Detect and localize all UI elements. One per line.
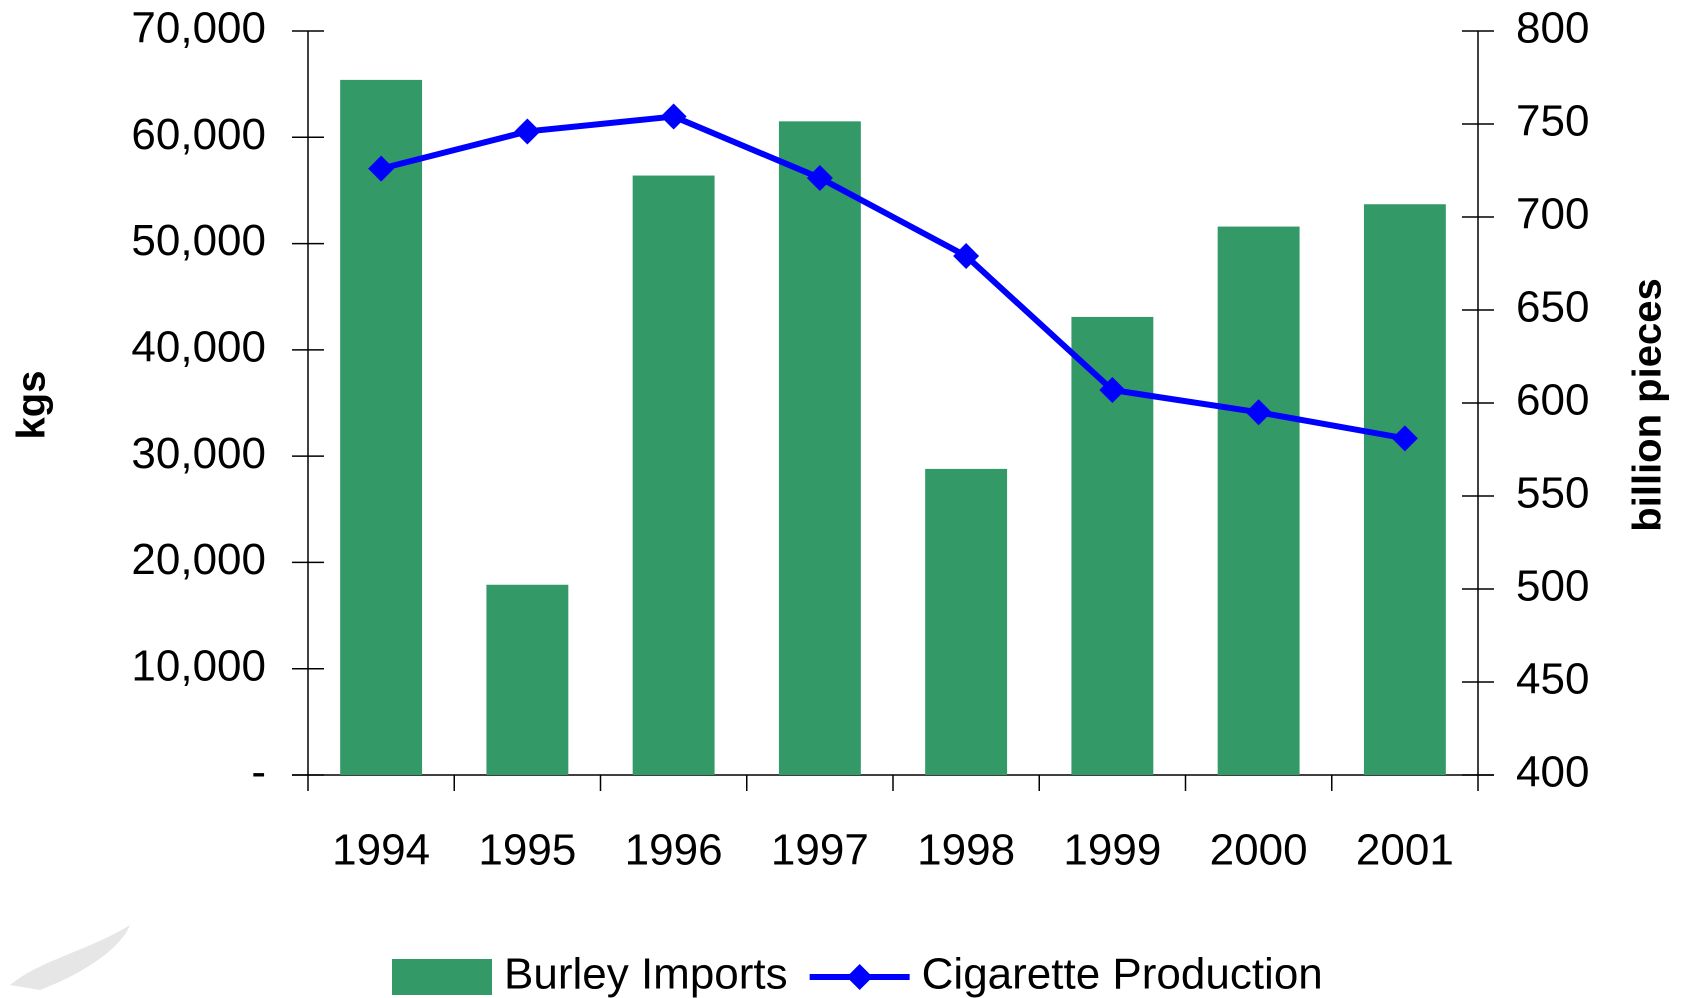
leaf-decoration	[10, 925, 130, 990]
marker	[660, 103, 687, 130]
bar	[340, 79, 423, 776]
x-tick-label: 2000	[1210, 826, 1308, 875]
x-tick-label: 1996	[625, 826, 723, 875]
y2-tick-label: 400	[1516, 748, 1589, 797]
legend-label: Burley Imports	[504, 950, 788, 998]
legend-swatch	[392, 959, 492, 995]
y2-tick-label: 600	[1516, 376, 1589, 425]
marker	[953, 243, 980, 270]
y2-tick-label: 650	[1516, 283, 1589, 332]
bar	[632, 175, 715, 775]
x-tick-label: 1997	[771, 826, 869, 875]
y2-tick-label: 450	[1516, 655, 1589, 704]
marker	[368, 155, 395, 182]
x-tick-label: 2001	[1356, 826, 1454, 875]
bar	[1363, 204, 1446, 775]
legend-swatch	[846, 964, 873, 990]
marker	[806, 164, 833, 191]
bar	[778, 121, 861, 776]
legend-label: Cigarette Production	[922, 950, 1323, 998]
marker	[1245, 399, 1272, 426]
y-tick-label: 60,000	[131, 110, 266, 159]
bar	[486, 584, 569, 775]
y-tick-label: -	[251, 748, 266, 797]
y2-tick-label: 550	[1516, 469, 1589, 518]
y-tick-label: 20,000	[131, 535, 266, 584]
x-tick-label: 1998	[917, 826, 1015, 875]
bar	[925, 468, 1008, 775]
y-tick-label: 50,000	[131, 216, 266, 265]
bar	[1217, 226, 1300, 775]
y2-tick-label: 700	[1516, 190, 1589, 239]
y-axis-title: kgs	[10, 371, 54, 440]
y2-axis-title: billion pieces	[1626, 278, 1670, 531]
y2-tick-label: 800	[1516, 4, 1589, 53]
y-tick-label: 30,000	[131, 429, 266, 478]
y-tick-label: 10,000	[131, 641, 266, 690]
x-tick-label: 1994	[332, 826, 430, 875]
y2-tick-label: 500	[1516, 562, 1589, 611]
marker	[1391, 425, 1418, 452]
y-tick-label: 40,000	[131, 322, 266, 371]
x-tick-label: 1995	[478, 826, 576, 875]
marker	[1099, 376, 1126, 403]
x-tick-label: 1999	[1063, 826, 1161, 875]
line	[380, 113, 1406, 442]
y-tick-label: 70,000	[131, 4, 266, 53]
y2-tick-label: 750	[1516, 97, 1589, 146]
marker	[514, 118, 541, 145]
